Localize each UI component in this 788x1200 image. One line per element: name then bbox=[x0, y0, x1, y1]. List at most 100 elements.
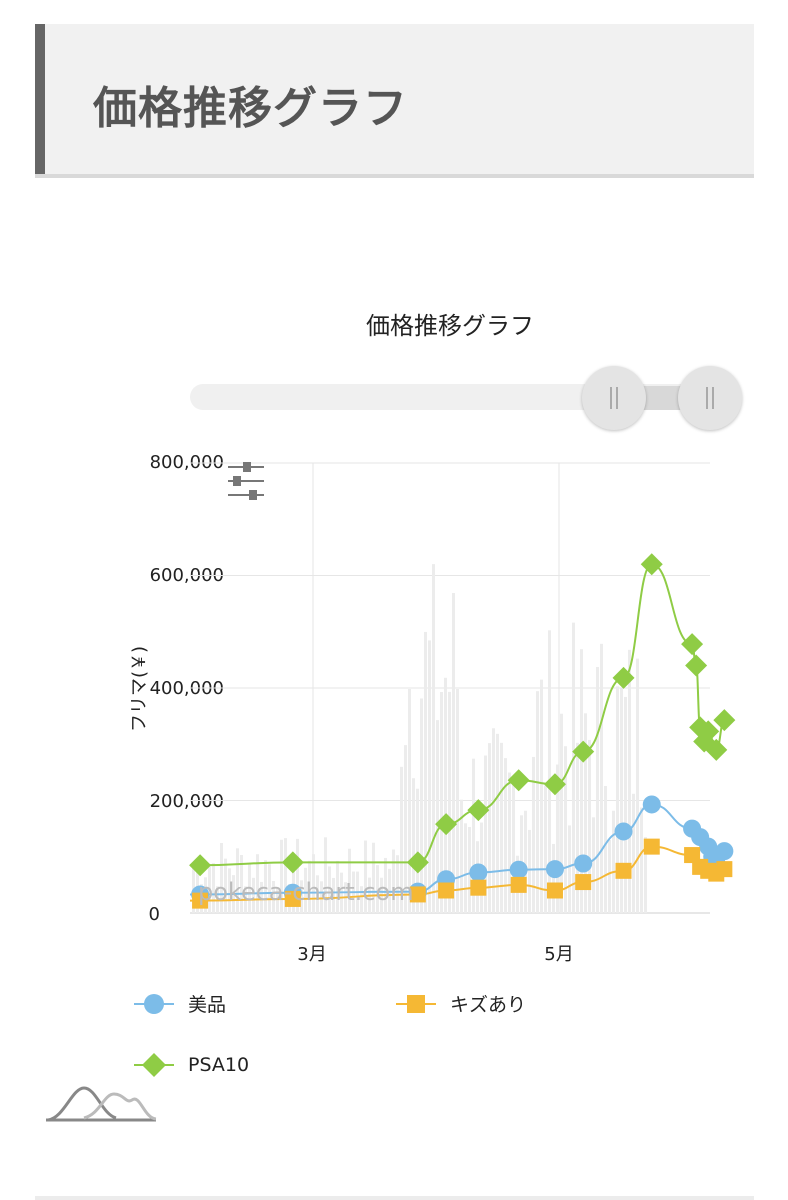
data-point-square bbox=[643, 838, 660, 855]
y-tick-label: 600,000 bbox=[149, 565, 224, 586]
watermark: pokeca-chart.com bbox=[198, 878, 414, 906]
volume-bar bbox=[572, 622, 575, 913]
volume-bar bbox=[644, 837, 647, 913]
legend-label: PSA10 bbox=[188, 1054, 250, 1076]
footer-divider bbox=[35, 1196, 754, 1200]
range-slider-right-handle[interactable] bbox=[678, 366, 742, 430]
legend-item-kizuari[interactable]: キズあり bbox=[396, 990, 526, 1017]
data-point-square bbox=[470, 879, 487, 896]
volume-bar bbox=[480, 822, 483, 913]
volume-bar bbox=[624, 696, 627, 913]
y-tick-label: 0 bbox=[148, 904, 160, 925]
data-point-diamond bbox=[281, 851, 304, 874]
volume-bar bbox=[612, 810, 615, 913]
volume-bar bbox=[640, 807, 643, 913]
legend-item-psa10[interactable]: PSA10 bbox=[134, 1052, 249, 1078]
series-line-2 bbox=[190, 563, 726, 867]
data-point-square bbox=[546, 882, 563, 899]
volume-bar bbox=[496, 733, 499, 913]
volume-bar bbox=[500, 742, 503, 913]
volume-bar bbox=[508, 772, 511, 913]
data-point-diamond bbox=[406, 851, 429, 874]
data-point-square bbox=[438, 882, 455, 899]
legend-item-bihin[interactable]: 美品 bbox=[134, 990, 226, 1017]
volume-bar bbox=[524, 810, 527, 913]
distribution-icon[interactable] bbox=[44, 1084, 158, 1124]
header-box: 価格推移グラフ bbox=[35, 24, 754, 174]
data-point-diamond bbox=[435, 813, 458, 836]
data-point-diamond bbox=[189, 854, 212, 877]
volume-bar bbox=[472, 758, 475, 913]
data-point-square bbox=[716, 861, 733, 878]
legend-diamond-marker bbox=[134, 1053, 174, 1077]
y-axis-label: フリマ(￥) bbox=[129, 645, 150, 733]
volume-bar bbox=[608, 840, 611, 913]
data-point-square bbox=[575, 874, 592, 891]
volume-bar bbox=[600, 643, 603, 913]
volume-bar bbox=[628, 649, 631, 913]
data-point-diamond bbox=[640, 553, 663, 576]
data-point-circle bbox=[642, 795, 661, 814]
y-tick-label: 400,000 bbox=[149, 678, 224, 699]
volume-bar bbox=[476, 841, 479, 913]
volume-bar bbox=[468, 827, 471, 913]
volume-bar bbox=[192, 864, 195, 913]
volume-bar bbox=[420, 698, 423, 913]
volume-bar bbox=[632, 793, 635, 913]
data-point-square bbox=[684, 847, 701, 864]
chart-title: 価格推移グラフ bbox=[366, 312, 534, 340]
volume-bar bbox=[576, 742, 579, 913]
data-point-diamond bbox=[681, 633, 704, 656]
volume-bar bbox=[484, 755, 487, 913]
legend-label: キズあり bbox=[450, 994, 527, 1016]
legend-square-marker bbox=[396, 994, 436, 1013]
volume-bar bbox=[620, 688, 623, 913]
volume-bar bbox=[436, 720, 439, 913]
volume-bar bbox=[544, 785, 547, 913]
data-point-diamond bbox=[467, 799, 490, 822]
volume-bar bbox=[528, 829, 531, 913]
volume-bar bbox=[556, 764, 559, 913]
data-point-diamond bbox=[543, 773, 566, 796]
volume-bar bbox=[560, 713, 563, 913]
volume-bar bbox=[604, 785, 607, 913]
data-point-circle bbox=[691, 828, 710, 847]
volume-bar bbox=[428, 640, 431, 913]
data-point-diamond bbox=[713, 709, 736, 732]
volume-bar bbox=[636, 658, 639, 913]
data-point-square bbox=[708, 865, 725, 882]
volume-bar bbox=[488, 743, 491, 913]
data-point-circle bbox=[715, 842, 734, 861]
volume-bar bbox=[492, 728, 495, 913]
volume-bar bbox=[548, 630, 551, 913]
volume-bar bbox=[540, 679, 543, 913]
data-point-circle bbox=[699, 837, 718, 856]
data-point-circle bbox=[707, 853, 726, 872]
volume-bar bbox=[512, 784, 515, 913]
data-point-diamond bbox=[693, 730, 716, 753]
volume-bar bbox=[584, 713, 587, 913]
data-point-circle bbox=[469, 863, 488, 882]
data-point-circle bbox=[545, 860, 564, 879]
y-tick-label: 800,000 bbox=[149, 452, 224, 473]
volume-bar bbox=[568, 825, 571, 913]
page-title: 価格推移グラフ bbox=[93, 83, 408, 134]
volume-bar bbox=[432, 564, 435, 913]
volume-bar bbox=[440, 692, 443, 913]
volume-bar bbox=[504, 758, 507, 913]
sliders-icon[interactable] bbox=[226, 460, 266, 502]
data-point-diamond bbox=[572, 740, 595, 763]
volume-bar bbox=[564, 746, 567, 913]
volume-bar bbox=[588, 739, 591, 913]
volume-bar bbox=[516, 855, 519, 913]
range-slider-left-handle[interactable] bbox=[582, 366, 646, 430]
volume-bar bbox=[464, 823, 467, 913]
data-point-diamond bbox=[689, 716, 712, 739]
y-tick-label: 200,000 bbox=[149, 791, 224, 812]
data-point-circle bbox=[703, 847, 722, 866]
volume-bar bbox=[616, 686, 619, 913]
data-point-square bbox=[510, 876, 527, 893]
data-point-square bbox=[615, 862, 632, 879]
volume-bar bbox=[536, 691, 539, 913]
